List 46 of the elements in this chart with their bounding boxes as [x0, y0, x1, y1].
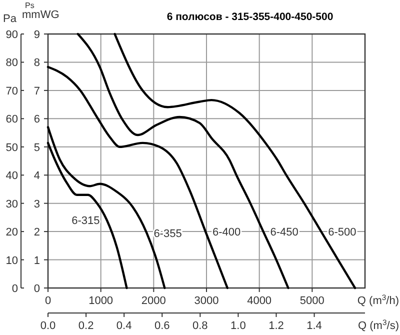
y2-tick-label: 30	[6, 198, 18, 210]
y-tick-label: 3	[34, 198, 40, 210]
y2-tick-label: 90	[6, 29, 18, 41]
y2-tick-label: 70	[6, 85, 18, 98]
line-series	[46, 142, 128, 290]
y-tick-label: 5	[34, 142, 40, 154]
series-label: 6-400	[212, 226, 241, 239]
y2-tick-label: 80	[6, 57, 18, 70]
y-tick-label: 9	[34, 29, 40, 41]
line-series	[114, 32, 356, 290]
x-tick-label: 1000	[88, 295, 114, 307]
x2-tick-label: 1.0	[230, 320, 246, 332]
x-tick-label: 5000	[300, 295, 324, 307]
y-tick-label: 2	[34, 226, 40, 239]
y-tick-label: 0	[34, 283, 40, 295]
chart-title: 6 полюсов - 315-355-400-450-500	[166, 11, 334, 23]
y2-tick-label: 50	[6, 142, 18, 154]
y-tick-label: 8	[34, 57, 40, 70]
series-label: 6-355	[154, 228, 182, 240]
y-tick-label: 7	[34, 85, 40, 98]
x2-tick-label: 0.6	[154, 320, 170, 332]
y2-tick-label: 40	[6, 170, 18, 182]
x-axis-title: Q (m$^{3}$/h)	[357, 292, 399, 307]
x-tick-label: 0	[44, 295, 52, 307]
x2-tick-label: 0.0	[40, 320, 56, 332]
y-tick-label: 6	[34, 114, 40, 126]
y2-tick-label: 0	[12, 283, 18, 295]
x2-tick-label: 0.8	[192, 320, 208, 332]
y2-tick-label: 10	[6, 254, 18, 267]
x-tick-label: 4000	[247, 295, 272, 307]
x2-tick-label: 1.2	[268, 320, 284, 332]
y2-tick-label: 60	[6, 114, 18, 126]
y-tick-label: 1	[34, 254, 40, 267]
x2-axis-title: Q (m$^{3}$/s)	[358, 318, 399, 332]
y2-tick-label: 20	[6, 226, 18, 239]
x-tick-label: 3000	[194, 295, 219, 307]
series-label: 6-500	[328, 226, 356, 239]
x2-tick-label: 0.4	[116, 320, 132, 332]
y2-axis-title: Pa	[3, 13, 18, 25]
x2-tick-label: 0.2	[78, 320, 94, 332]
y-tick-label: 4	[34, 170, 40, 182]
y-axis-title: Ps mmWG	[22, 1, 60, 21]
series-label: 6-450	[270, 226, 298, 239]
x-tick-label: 2000	[141, 295, 166, 307]
series-label: 6-315	[72, 214, 100, 227]
x2-tick-label: 1.4	[306, 320, 322, 332]
